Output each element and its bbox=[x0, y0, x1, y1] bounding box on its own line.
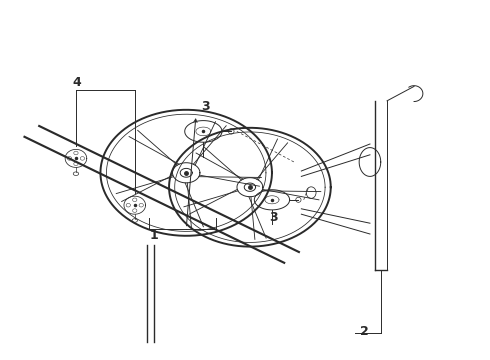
Text: 4: 4 bbox=[73, 76, 81, 89]
Text: 3: 3 bbox=[270, 211, 278, 224]
Text: 1: 1 bbox=[149, 229, 158, 242]
Text: 3: 3 bbox=[201, 100, 210, 113]
Text: 2: 2 bbox=[360, 325, 369, 338]
